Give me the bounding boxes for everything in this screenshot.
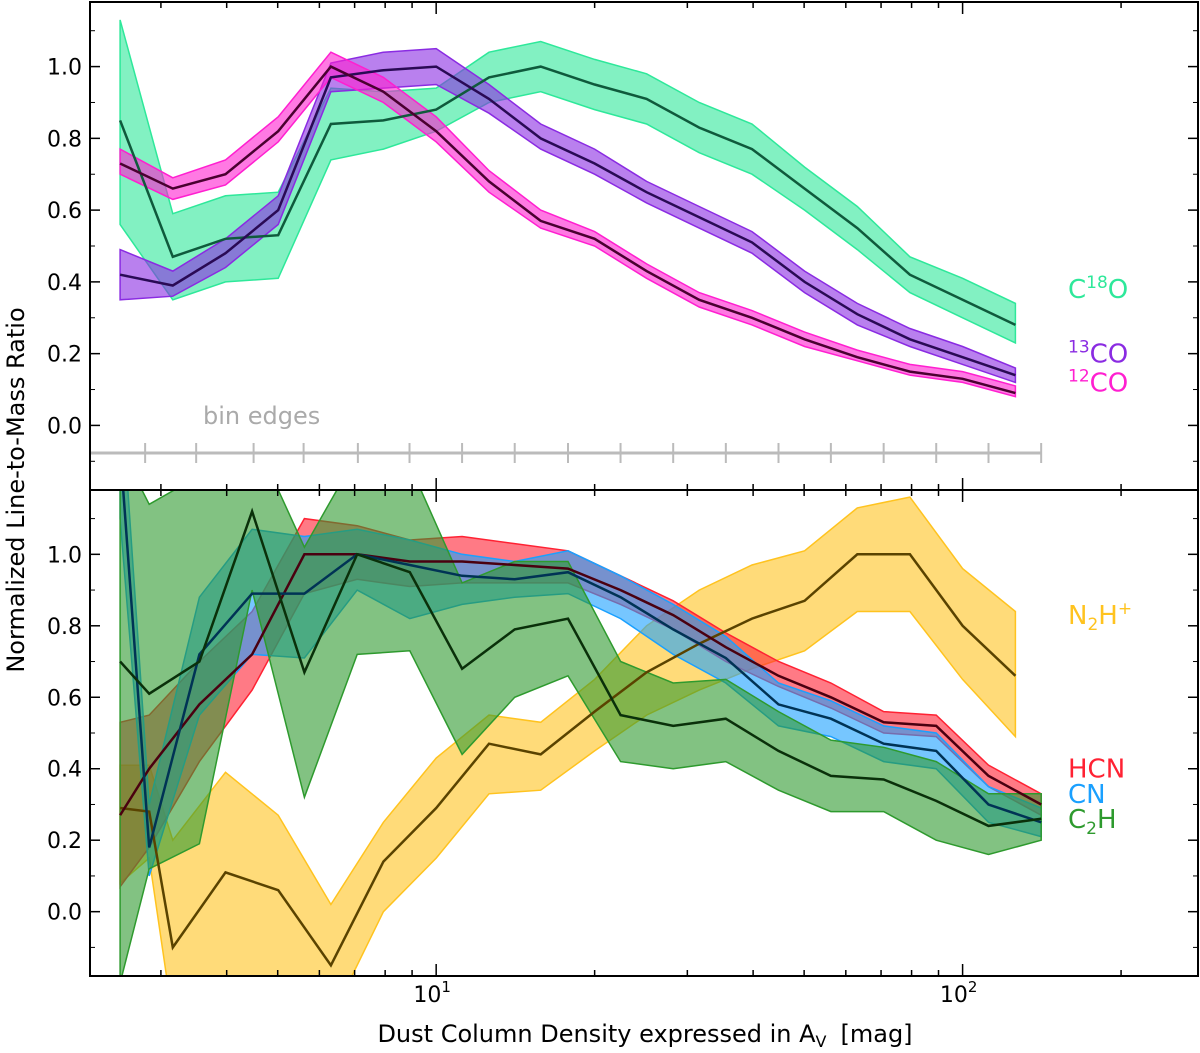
bottom-panel-y-ticks: 0.0 0.2 0.4 0.6 0.8 1.0 [47, 518, 1198, 948]
legend-13CO: 13CO [1068, 338, 1128, 370]
line-HCN [119, 553, 1042, 816]
top-panel-bands [119, 19, 1017, 398]
line-C18O [118, 65, 1016, 327]
x-tick-exponent: 2 [968, 978, 978, 996]
legend-13CO-part: 13 [1068, 338, 1090, 358]
legend-N2H+-part: 2 [1087, 615, 1098, 635]
top-panel-lines [118, 65, 1016, 395]
y-axis-label: Normalized Line-to-Mass Ratio [2, 307, 30, 672]
bottom-panel-bands [119, 490, 1042, 976]
y-tick-label-0.2: 0.2 [47, 343, 82, 368]
legend-HCN-part: HCN [1068, 755, 1125, 785]
x-tick-base: 10 [413, 983, 441, 1008]
legend-12CO-part: 12 [1068, 366, 1090, 386]
legend-CN-part: CN [1068, 780, 1106, 810]
x-tick-base: 10 [940, 983, 968, 1008]
legend-13CO-part: CO [1090, 340, 1129, 370]
y-tick-label-0.0: 0.0 [47, 414, 82, 439]
legend-CN: CN [1068, 780, 1106, 810]
legend-C18O-part: C [1068, 275, 1086, 305]
line-CN [121, 490, 1042, 848]
y-tick-label-1.0: 1.0 [47, 543, 82, 568]
top-panel-y-ticks: 0.0 0.2 0.4 0.6 0.8 1.0 [47, 30, 1198, 462]
legend-N2H+: N2H+ [1068, 599, 1132, 635]
y-tick-label-0.2: 0.2 [47, 829, 82, 854]
legend-C2H-part: 2 [1086, 819, 1097, 839]
line-13CO [119, 65, 1016, 377]
legend-C2H-part: C [1068, 805, 1086, 835]
y-tick-label-0.8: 0.8 [47, 615, 82, 640]
band-C2H [119, 490, 1042, 976]
legend-C18O-part: 18 [1086, 273, 1108, 293]
legend-HCN: HCN [1068, 755, 1125, 785]
x-tick-exponent: 1 [441, 978, 451, 996]
line-12CO [119, 65, 1016, 395]
x-axis-label-subscript: V [816, 1032, 827, 1051]
y-tick-label-0.4: 0.4 [47, 271, 82, 296]
legend-N2H+-part: + [1118, 599, 1132, 619]
bin-edges-ruler [89, 443, 1043, 463]
x-axis-label-unit: [mag] [841, 1020, 913, 1048]
x-tick-label-10: 101 [413, 978, 451, 1008]
bin-edges-label: bin edges [203, 402, 320, 430]
legend-N2H+-part: H [1098, 601, 1118, 631]
top-panel: bin edges 0.00.20.40.60.81.0 C18O13CO12C… [47, 19, 1198, 463]
x-tick-label-100: 102 [940, 978, 978, 1008]
x-axis-label-main: Dust Column Density expressed in A [377, 1020, 816, 1048]
legend-C18O-part: O [1108, 275, 1128, 305]
x-axis-label: Dust Column Density expressed in AV [mag] [377, 1020, 912, 1051]
line-N2H+ [119, 553, 1017, 968]
legend-C18O: C18O [1068, 273, 1128, 305]
y-tick-label-1.0: 1.0 [47, 56, 82, 81]
band-N2H+ [119, 496, 1017, 976]
bottom-panel-frame [89, 489, 1199, 977]
y-tick-label-0.0: 0.0 [47, 901, 82, 926]
y-tick-label-0.4: 0.4 [47, 758, 82, 783]
y-tick-label-0.8: 0.8 [47, 127, 82, 152]
band-C18O [119, 19, 1017, 345]
legend-12CO: 12CO [1068, 366, 1128, 398]
bottom-panel-lines [119, 490, 1042, 968]
y-tick-label-0.6: 0.6 [47, 199, 82, 224]
legend-C2H: C2H [1068, 805, 1117, 839]
band-12CO [119, 51, 1017, 398]
y-tick-label-0.6: 0.6 [47, 686, 82, 711]
legend-N2H+-part: N [1068, 601, 1087, 631]
legend-12CO-part: CO [1090, 368, 1129, 398]
line-C2H [119, 507, 1042, 828]
legend-C2H-part: H [1097, 805, 1117, 835]
